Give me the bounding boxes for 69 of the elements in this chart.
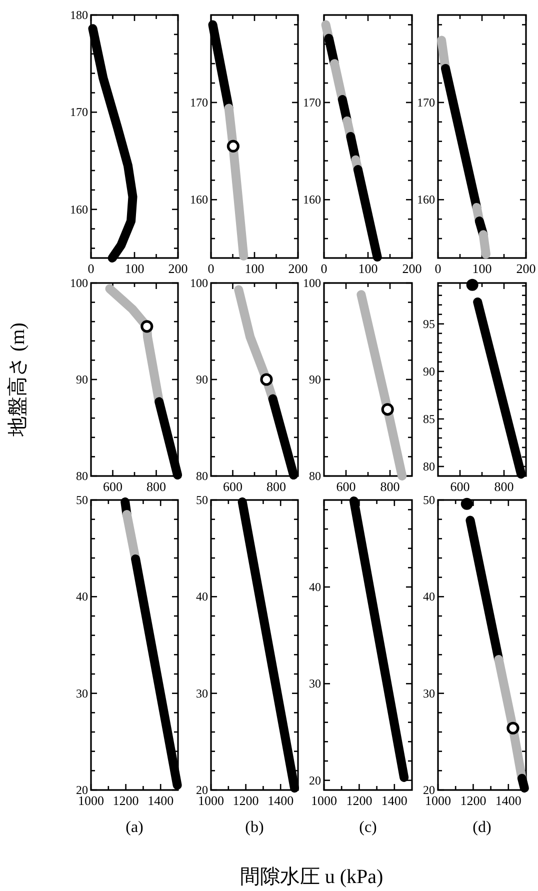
x-tick-label: 200 (288, 261, 308, 276)
x-tick-label: 800 (266, 479, 286, 494)
x-tick-label: 200 (168, 261, 188, 276)
y-tick-label: 160 (70, 202, 88, 216)
y-tick-label: 170 (417, 95, 435, 110)
x-tick-label: 800 (146, 479, 166, 494)
x-tick-label: 1400 (268, 793, 294, 808)
x-tick-label: 600 (450, 479, 470, 494)
y-tick-label: 80 (196, 469, 208, 483)
y-tick-label: 40 (423, 590, 435, 604)
y-tick-label: 30 (76, 686, 88, 700)
x-tick-label: 100 (358, 261, 378, 276)
x-tick-label: 1400 (495, 793, 522, 808)
x-tick-label: 800 (494, 479, 514, 494)
x-tick-label: 600 (103, 479, 122, 494)
y-tick-label: 80 (309, 469, 321, 483)
y-tick-label: 90 (196, 372, 208, 386)
y-tick-label: 80 (423, 459, 435, 474)
x-tick-label: 200 (402, 261, 422, 276)
y-tick-label: 160 (417, 192, 435, 207)
x-tick-label: 1400 (381, 793, 408, 808)
y-tick-label: 90 (309, 372, 321, 386)
y-tick-label: 180 (70, 8, 88, 22)
x-tick-label: 1200 (346, 793, 372, 808)
y-tick-label: 170 (70, 105, 88, 120)
x-tick-label: 100 (244, 261, 264, 276)
x-tick-label: 1000 (311, 793, 337, 808)
y-tick-label: 30 (196, 686, 208, 700)
y-tick-label: 100 (190, 276, 208, 290)
y-tick-label: 90 (76, 372, 88, 386)
y-tick-label: 50 (76, 493, 88, 507)
y-tick-label: 40 (196, 590, 208, 604)
y-tick-label: 30 (423, 686, 435, 700)
y-tick-label: 40 (309, 580, 321, 594)
y-tick-label: 85 (423, 412, 435, 426)
x-tick-label: 1400 (148, 793, 174, 808)
y-tick-label: 20 (309, 773, 321, 788)
y-tick-label: 80 (76, 469, 88, 483)
x-tick-label: 600 (223, 479, 242, 494)
y-tick-label: 40 (76, 590, 88, 604)
y-tick-label: 90 (423, 364, 435, 378)
text: (d) (472, 819, 492, 836)
x-tick-label: 1200 (112, 793, 139, 808)
y-tick-label: 160 (190, 192, 208, 207)
x-tick-label: 0 (320, 261, 328, 276)
y-tick-label: 170 (190, 95, 208, 110)
x-tick-label: 800 (380, 479, 400, 494)
y-tick-label: 50 (423, 493, 435, 507)
x-tick-label: 600 (336, 479, 356, 494)
x-tick-label: 100 (124, 261, 144, 276)
x-tick-label: 0 (88, 261, 94, 276)
y-tick-label: 50 (196, 493, 208, 507)
text: (a) (126, 819, 144, 836)
x-tick-label: 1200 (232, 793, 259, 808)
y-tick-label: 170 (303, 95, 321, 110)
x-axis-title: 間隙水圧 u (kPa) (240, 866, 384, 888)
x-tick-label: 200 (516, 261, 536, 276)
x-tick-label: 1200 (460, 793, 486, 808)
text: (c) (359, 819, 377, 836)
y-tick-label: 100 (303, 276, 321, 290)
y-tick-label: 100 (70, 276, 88, 290)
y-axis-title: 地盤高さ (m) (6, 322, 29, 438)
text: (b) (245, 819, 264, 836)
x-tick-label: 100 (472, 261, 492, 276)
y-tick-label: 95 (423, 316, 435, 331)
x-tick-label: 0 (434, 261, 442, 276)
x-tick-label: 0 (208, 261, 214, 276)
y-tick-label: 30 (309, 676, 321, 691)
y-tick-label: 160 (303, 192, 321, 207)
